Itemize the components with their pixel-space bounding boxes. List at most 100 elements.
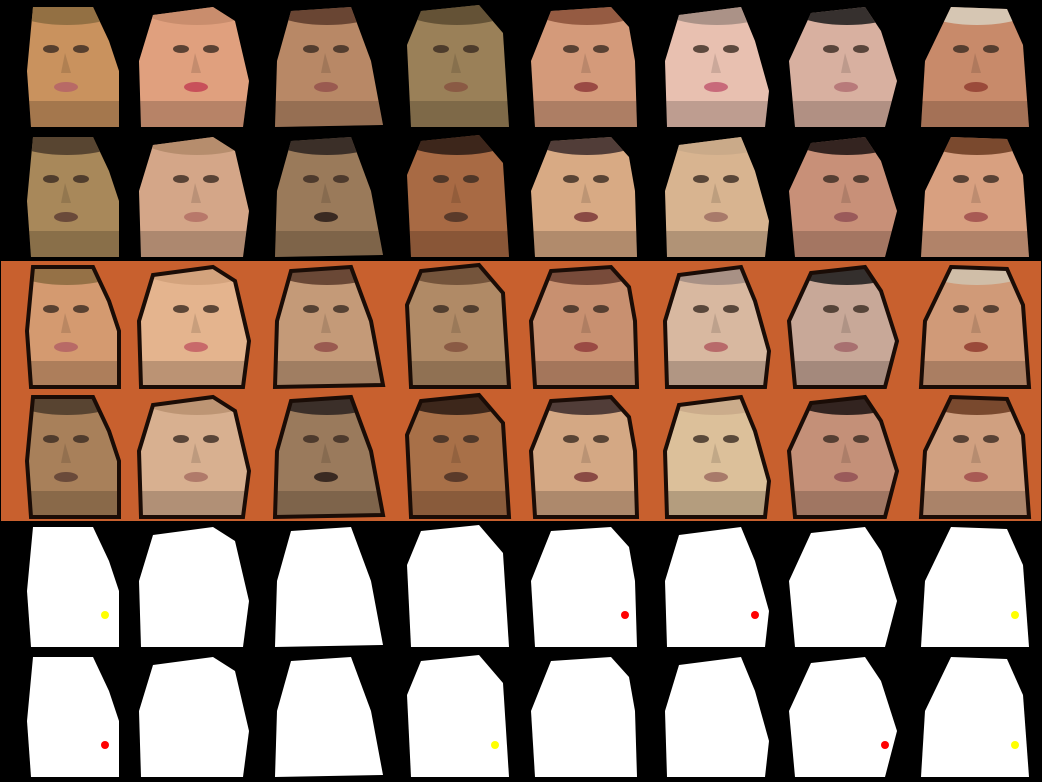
mask-shape xyxy=(139,527,249,647)
face-image xyxy=(272,394,386,520)
face-tile xyxy=(911,391,1041,521)
face-region xyxy=(139,7,249,127)
mask-tile xyxy=(1,651,131,781)
mask-shape xyxy=(275,527,383,647)
face-region xyxy=(921,7,1029,127)
face-tile xyxy=(521,131,651,261)
face-image xyxy=(665,7,769,127)
mask-image xyxy=(921,527,1029,647)
face-tile xyxy=(131,1,261,131)
face-tile xyxy=(1,391,131,521)
mask-error-spot xyxy=(1011,611,1019,619)
mask-shape xyxy=(921,527,1029,647)
face-tile xyxy=(651,131,781,261)
face-image xyxy=(404,262,512,389)
face-region xyxy=(27,7,119,127)
face-region xyxy=(531,7,637,127)
mask-error-spot xyxy=(101,611,109,619)
face-region xyxy=(27,397,119,517)
mask-shape xyxy=(139,657,249,777)
mask-shape xyxy=(27,657,119,777)
face-image xyxy=(272,264,386,390)
mask-shape xyxy=(665,657,769,777)
face-tile xyxy=(911,261,1041,391)
face-region xyxy=(407,5,509,127)
mask-error-spot xyxy=(491,741,499,749)
face-tile xyxy=(261,131,391,261)
face-tile xyxy=(391,131,521,261)
face-tile xyxy=(521,261,651,391)
mask-error-spot xyxy=(751,611,759,619)
mask-error-spot xyxy=(621,611,629,619)
mask-tile xyxy=(651,521,781,651)
face-tile xyxy=(521,1,651,131)
mask-shape xyxy=(27,527,119,647)
face-tile xyxy=(131,131,261,261)
face-region xyxy=(665,137,769,257)
mask-shape xyxy=(275,657,383,777)
mask-image xyxy=(275,527,383,647)
face-region xyxy=(921,137,1029,257)
mask-shape xyxy=(531,527,637,647)
mask-shape xyxy=(789,527,897,647)
face-tile xyxy=(911,1,1041,131)
mask-tile xyxy=(391,651,521,781)
face-tile xyxy=(521,391,651,521)
mask-image xyxy=(665,527,769,647)
face-tile xyxy=(781,391,911,521)
face-image xyxy=(404,392,512,519)
mask-tile xyxy=(521,651,651,781)
face-image xyxy=(136,264,252,389)
face-image xyxy=(275,137,383,257)
face-region xyxy=(531,267,637,387)
mask-image xyxy=(139,657,249,777)
face-region xyxy=(27,267,119,387)
face-region xyxy=(407,135,509,257)
face-region xyxy=(275,7,383,127)
face-image xyxy=(531,137,637,257)
face-tile xyxy=(781,1,911,131)
mask-tile xyxy=(521,521,651,651)
face-image xyxy=(918,394,1032,519)
face-region xyxy=(665,7,769,127)
face-region xyxy=(789,7,897,127)
face-region xyxy=(531,397,637,517)
face-tile xyxy=(1,131,131,261)
face-image xyxy=(789,7,897,127)
mask-shape xyxy=(407,655,509,777)
mask-image xyxy=(531,657,637,777)
mask-error-spot xyxy=(1011,741,1019,749)
face-tile xyxy=(131,391,261,521)
face-image xyxy=(918,264,1032,389)
face-tile xyxy=(911,131,1041,261)
face-image xyxy=(24,265,121,389)
face-tile xyxy=(261,1,391,131)
face-tile xyxy=(261,391,391,521)
mask-image xyxy=(139,527,249,647)
face-image xyxy=(531,7,637,127)
face-image xyxy=(528,264,640,389)
mask-tile xyxy=(911,521,1041,651)
mask-image xyxy=(531,527,637,647)
face-tile xyxy=(391,391,521,521)
face-tile xyxy=(781,131,911,261)
face-tile xyxy=(261,261,391,391)
face-tile xyxy=(391,261,521,391)
mask-tile xyxy=(911,651,1041,781)
face-tile xyxy=(1,1,131,131)
face-region xyxy=(531,137,637,257)
face-tile xyxy=(391,1,521,131)
face-image xyxy=(665,137,769,257)
face-image xyxy=(921,7,1029,127)
mask-shape xyxy=(407,525,509,647)
mask-tile xyxy=(1,521,131,651)
face-image xyxy=(407,135,509,257)
face-region xyxy=(921,397,1029,517)
face-image xyxy=(139,137,249,257)
face-image xyxy=(921,137,1029,257)
face-region xyxy=(275,137,383,257)
mask-image xyxy=(789,527,897,647)
face-tile xyxy=(781,261,911,391)
face-image xyxy=(662,394,772,519)
